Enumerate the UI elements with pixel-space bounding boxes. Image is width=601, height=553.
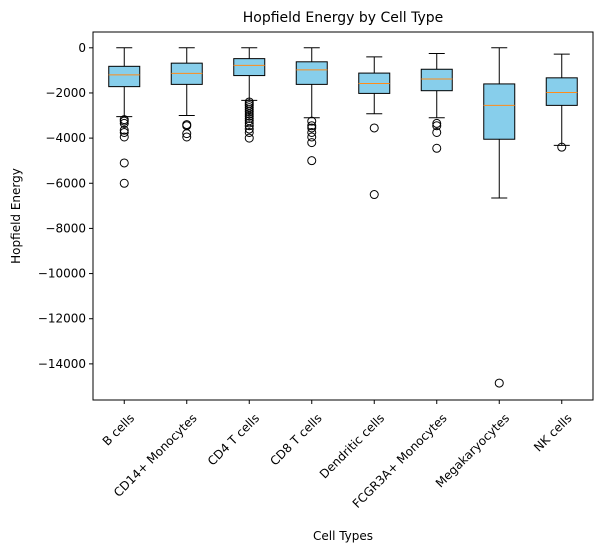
outlier-point xyxy=(307,121,317,131)
outlier-point xyxy=(182,129,192,139)
y-tick-label: −14000 xyxy=(38,357,86,371)
outlier-point xyxy=(244,133,254,143)
outlier-point xyxy=(244,113,254,123)
y-axis: 0 −2000 −4000 −6000 −8000 −10000 −12000 −14000 xyxy=(38,41,93,371)
outlier-point xyxy=(494,378,504,388)
y-axis-label: Hopfield Energy xyxy=(9,168,23,264)
outlier-point xyxy=(119,178,129,188)
box xyxy=(483,83,516,140)
outlier-point xyxy=(307,116,317,126)
x-tick-label: CD4 T cells xyxy=(205,411,262,468)
outlier-point xyxy=(369,123,379,133)
box xyxy=(295,61,328,85)
outlier-point xyxy=(244,107,254,117)
box xyxy=(233,58,266,77)
x-tick-label: B cells xyxy=(100,411,137,448)
y-tick-label: −2000 xyxy=(45,86,86,100)
y-tick-label: −10000 xyxy=(38,267,86,281)
y-tick-label: −4000 xyxy=(45,131,86,145)
box-group xyxy=(483,47,516,388)
outlier-point xyxy=(432,127,442,137)
outlier-point xyxy=(307,132,317,142)
outlier-point xyxy=(244,121,254,131)
outlier-point xyxy=(369,190,379,200)
box xyxy=(545,77,578,106)
outlier-point xyxy=(432,118,442,128)
box-group xyxy=(420,52,453,153)
y-tick-label: −8000 xyxy=(45,221,86,235)
box-group xyxy=(545,53,578,152)
outlier-point xyxy=(119,118,129,128)
outlier-point xyxy=(244,118,254,128)
chart-title: Hopfield Energy by Cell Type xyxy=(243,10,444,26)
box-group xyxy=(358,56,391,200)
outlier-point xyxy=(182,132,192,142)
x-tick-label: Dendritic cells xyxy=(317,411,387,481)
outlier-point xyxy=(307,127,317,137)
outlier-point xyxy=(119,125,129,135)
box-group xyxy=(233,47,266,143)
outlier-point xyxy=(432,121,442,131)
x-axis-label: Cell Types xyxy=(313,529,373,543)
x-tick-label: NK cells xyxy=(531,411,575,455)
y-tick-label: −12000 xyxy=(38,312,86,326)
outlier-point xyxy=(307,138,317,148)
outlier-point xyxy=(432,143,442,153)
outlier-point xyxy=(244,127,254,137)
box-group xyxy=(170,47,203,142)
y-tick-label: 0 xyxy=(78,41,86,55)
outlier-point xyxy=(119,127,129,137)
plot-area xyxy=(108,47,578,388)
outlier-point xyxy=(119,116,129,126)
outlier-point xyxy=(307,123,317,133)
outlier-point xyxy=(244,109,254,119)
outlier-point xyxy=(244,111,254,121)
box-group xyxy=(295,47,328,166)
y-tick-label: −6000 xyxy=(45,176,86,190)
outlier-point xyxy=(119,132,129,142)
box-group xyxy=(108,47,141,188)
outlier-point xyxy=(244,124,254,134)
outlier-point xyxy=(557,142,567,152)
plot-frame xyxy=(92,31,594,401)
box xyxy=(108,65,141,88)
outlier-point xyxy=(119,158,129,168)
outlier-point xyxy=(307,156,317,166)
box xyxy=(420,68,453,92)
x-tick-label: CD8 T cells xyxy=(267,411,324,468)
